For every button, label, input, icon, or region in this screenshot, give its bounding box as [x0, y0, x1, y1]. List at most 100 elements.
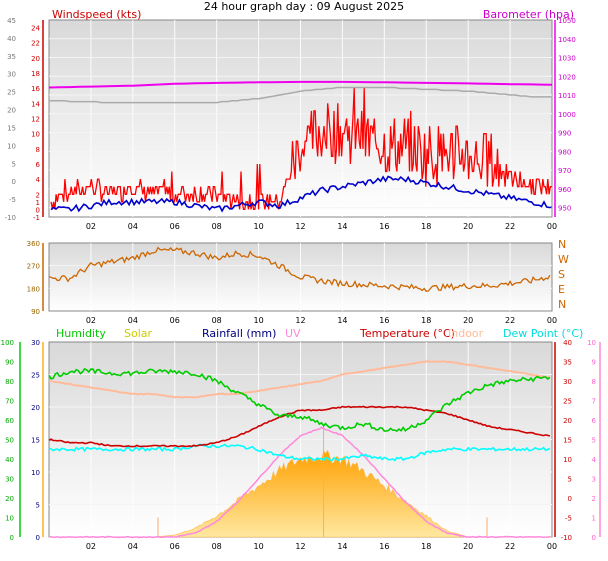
- temperature-y-tick: 25: [563, 398, 572, 406]
- 0-x-tick: 12: [295, 222, 305, 231]
- 1-x-tick: 08: [212, 316, 222, 325]
- 2-x-tick: 06: [170, 542, 180, 551]
- 2-x-tick: 20: [463, 542, 473, 551]
- temperature-y-tick: 40: [563, 339, 572, 347]
- weather-y-tick: 5: [36, 502, 40, 510]
- 1-x-tick: 06: [170, 316, 180, 325]
- 2-x-tick: 18: [421, 542, 431, 551]
- direction-y-tick: 270: [27, 263, 40, 271]
- uv-y-tick: 2: [592, 495, 596, 503]
- wind-outer-y-tick: 25: [7, 89, 16, 97]
- 0-x-tick: 14: [337, 222, 347, 231]
- temperature-line: [48, 405, 551, 448]
- weather-y-tick: 30: [31, 339, 40, 347]
- 0-x-tick: 06: [170, 222, 180, 231]
- 1-x-tick: 10: [253, 316, 263, 325]
- wind-outer-y-tick: -5: [9, 196, 16, 204]
- 1-x-tick: 22: [505, 316, 515, 325]
- direction-y-tick: 360: [27, 240, 40, 248]
- wind-y-tick: 22: [31, 40, 40, 48]
- humidity-y-tick: 40: [5, 456, 14, 464]
- uv-y-tick: 8: [592, 378, 596, 386]
- baro-y-tick: 990: [558, 130, 571, 138]
- baro-y-tick: 1000: [558, 111, 576, 119]
- wind-outer-y-tick: 10: [7, 142, 16, 150]
- temperature-y-tick: 0: [568, 495, 572, 503]
- wind-y-tick: 8: [36, 146, 40, 154]
- humidity-y-tick: 60: [5, 417, 14, 425]
- humidity-y-tick: 30: [5, 476, 14, 484]
- wind-y-tick: 12: [31, 116, 40, 124]
- wind-outer-y-tick: 40: [7, 35, 16, 43]
- wind-outer-y-tick: 35: [7, 53, 16, 61]
- temperature-y-tick: -10: [561, 534, 572, 542]
- uv-y-tick: 1: [592, 515, 596, 523]
- wind-y-tick: 14: [31, 100, 40, 108]
- 1-x-tick: 14: [337, 316, 347, 325]
- uv-y-tick: 9: [592, 359, 596, 367]
- wind-y-tick: 4: [36, 176, 41, 184]
- wind-y-tick: 16: [31, 85, 40, 93]
- 0-x-tick: 08: [212, 222, 222, 231]
- baro-y-tick: 1040: [558, 36, 576, 44]
- temperature-y-tick: 35: [563, 359, 572, 367]
- humidity-y-tick: 20: [5, 495, 14, 503]
- humidity-line: [48, 367, 551, 433]
- barometer-axis-label: Barometer (hpa): [483, 8, 574, 21]
- direction-y-tick: 90: [31, 308, 40, 316]
- direction-y-tick: 180: [27, 285, 40, 293]
- wind-y-tick: 24: [31, 25, 40, 33]
- temperature-y-tick: 30: [563, 378, 572, 386]
- wind-y-tick: 1: [36, 199, 40, 207]
- weather-y-tick: 0: [36, 534, 40, 542]
- baro-y-tick: 1010: [558, 92, 576, 100]
- wind-direction-line: [48, 246, 551, 292]
- baro-y-tick: 950: [558, 205, 571, 213]
- 2-x-tick: 10: [253, 542, 263, 551]
- wind-outer-y-tick: 45: [7, 17, 16, 25]
- wind-outer-y-tick: 5: [12, 160, 16, 168]
- 2-x-tick: 14: [337, 542, 347, 551]
- legend-item: Indoor: [448, 327, 484, 340]
- wind-y-tick: -1: [33, 214, 40, 222]
- uv-y-tick: 0: [592, 534, 596, 542]
- compass-tick: N: [558, 298, 566, 311]
- 2-x-tick: 00: [547, 542, 557, 551]
- 0-x-tick: 20: [463, 222, 473, 231]
- windspeed-axis-label: Windspeed (kts): [52, 8, 141, 21]
- 0-x-tick: 18: [421, 222, 431, 231]
- temperature-y-tick: 15: [563, 437, 572, 445]
- wind-outer-y-tick: 30: [7, 71, 16, 79]
- weather-y-tick: 10: [31, 469, 40, 477]
- wind-outer-y-tick: 20: [7, 107, 16, 115]
- uv-y-tick: 6: [592, 417, 597, 425]
- baro-y-tick: 1050: [558, 17, 576, 25]
- baro-y-tick: 960: [558, 186, 571, 194]
- wind-y-tick: 2: [36, 191, 40, 199]
- 2-x-tick: 08: [212, 542, 222, 551]
- 2-x-tick: 02: [86, 542, 96, 551]
- uv-y-tick: 4: [592, 456, 597, 464]
- compass-tick: W: [558, 253, 569, 266]
- temperature-y-tick: 20: [563, 417, 572, 425]
- humidity-y-tick: 0: [10, 534, 14, 542]
- 1-x-tick: 12: [295, 316, 305, 325]
- wind-y-tick: 18: [31, 70, 40, 78]
- legend-item: Solar: [124, 327, 153, 340]
- humidity-y-tick: 100: [1, 339, 14, 347]
- uv-y-tick: 5: [592, 437, 596, 445]
- uv-line: [49, 426, 551, 539]
- legend-item: Rainfall (mm): [202, 327, 276, 340]
- uv-y-tick: 10: [587, 339, 596, 347]
- page-title: 24 hour graph day : 09 August 2025: [203, 0, 405, 13]
- dew-point-line: [48, 443, 551, 462]
- uv-y-tick: 3: [592, 476, 596, 484]
- legend-item: Temperature (°C): [359, 327, 455, 340]
- baro-y-tick: 970: [558, 167, 571, 175]
- 2-x-tick: 22: [505, 542, 515, 551]
- compass-tick: N: [558, 238, 566, 251]
- baro-y-tick: 1020: [558, 73, 576, 81]
- compass-tick: E: [558, 283, 565, 296]
- legend-item: Dew Point (°C): [503, 327, 583, 340]
